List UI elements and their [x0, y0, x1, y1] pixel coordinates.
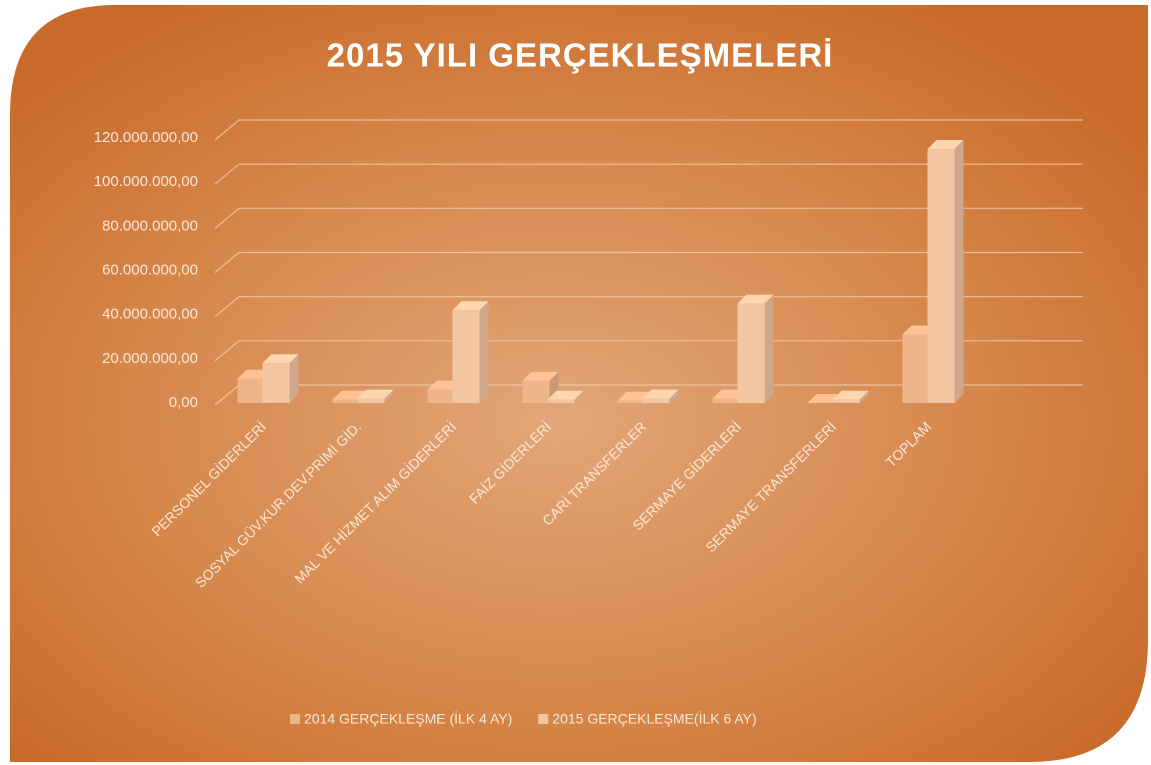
- bar-front: [262, 363, 290, 403]
- y-tick-label: 60.000.000,00: [102, 261, 198, 278]
- bar-front: [357, 398, 385, 403]
- legend-swatch: [538, 714, 549, 724]
- bar: [832, 390, 869, 403]
- legend-swatch: [290, 714, 300, 724]
- bar-front: [927, 149, 955, 403]
- bar: [547, 390, 584, 403]
- legend-label: 2014 GERÇEKLEŞME (İLK 4 AY): [304, 710, 512, 727]
- bar: [642, 389, 679, 403]
- grid-line: [214, 340, 1083, 362]
- y-tick-label: 80.000.000,00: [102, 217, 198, 234]
- bar-front: [332, 399, 360, 403]
- bar: [737, 294, 774, 403]
- y-tick-label: 120.000.000,00: [94, 129, 198, 146]
- bar-side: [764, 294, 774, 403]
- y-tick-label: 40.000.000,00: [102, 306, 198, 323]
- bar-front: [617, 400, 645, 403]
- background: [10, 5, 1148, 762]
- y-tick-label: 100.000.000,00: [94, 173, 198, 190]
- bar-top: [262, 354, 299, 364]
- chart-title: 2015 YILI GERÇEKLEŞMELERİ: [327, 37, 834, 74]
- grid-line: [214, 163, 1083, 185]
- bar: [452, 301, 489, 403]
- bar-top: [547, 390, 584, 400]
- bar-side: [859, 390, 869, 403]
- grid-line: [214, 296, 1083, 318]
- bar-front: [547, 399, 575, 403]
- bar-front: [237, 378, 265, 403]
- bar-top: [832, 390, 869, 400]
- bar-front: [522, 380, 550, 403]
- bar-front: [737, 303, 765, 403]
- bar-side: [384, 389, 394, 403]
- legend-label: 2015 GERÇEKLEŞME(İLK 6 AY): [552, 710, 756, 727]
- grid-line: [214, 251, 1083, 273]
- bar: [927, 140, 964, 403]
- bar-front: [832, 399, 860, 403]
- bar-front: [427, 389, 455, 403]
- y-tick-label: 0,00: [169, 394, 198, 411]
- bar: [262, 354, 299, 403]
- bar-side: [574, 390, 584, 403]
- grid-line: [214, 119, 1083, 141]
- grid-line: [214, 207, 1083, 229]
- bar-top: [642, 389, 679, 399]
- bar-side: [669, 389, 679, 403]
- y-tick-label: 20.000.000,00: [102, 350, 198, 367]
- bar-side: [289, 354, 299, 403]
- bar-top: [357, 389, 394, 399]
- bar-top: [452, 301, 489, 311]
- bar-side: [479, 301, 489, 403]
- bar-top: [737, 294, 774, 304]
- bar-front: [902, 334, 930, 403]
- bar-front: [452, 310, 480, 403]
- bar-front: [712, 398, 740, 403]
- bar-side: [954, 140, 964, 403]
- bar-front: [642, 398, 670, 403]
- bar: [357, 389, 394, 403]
- bar-top: [522, 371, 559, 381]
- bar-top: [927, 140, 964, 150]
